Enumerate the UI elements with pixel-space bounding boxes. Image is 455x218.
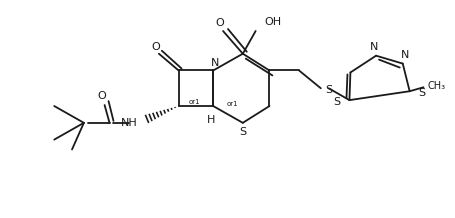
Text: H: H — [207, 115, 215, 125]
Text: S: S — [239, 127, 246, 137]
Text: N: N — [369, 42, 378, 52]
Text: O: O — [215, 18, 224, 28]
Text: S: S — [333, 97, 340, 107]
Text: O: O — [97, 91, 106, 101]
Text: OH: OH — [264, 17, 281, 27]
Text: or1: or1 — [188, 99, 200, 105]
Text: O: O — [151, 42, 160, 52]
Text: N: N — [211, 58, 219, 68]
Text: NH: NH — [120, 118, 137, 128]
Text: S: S — [418, 88, 425, 98]
Text: or1: or1 — [227, 101, 238, 107]
Text: CH₃: CH₃ — [426, 81, 445, 91]
Text: S: S — [324, 85, 331, 95]
Text: N: N — [399, 50, 408, 60]
